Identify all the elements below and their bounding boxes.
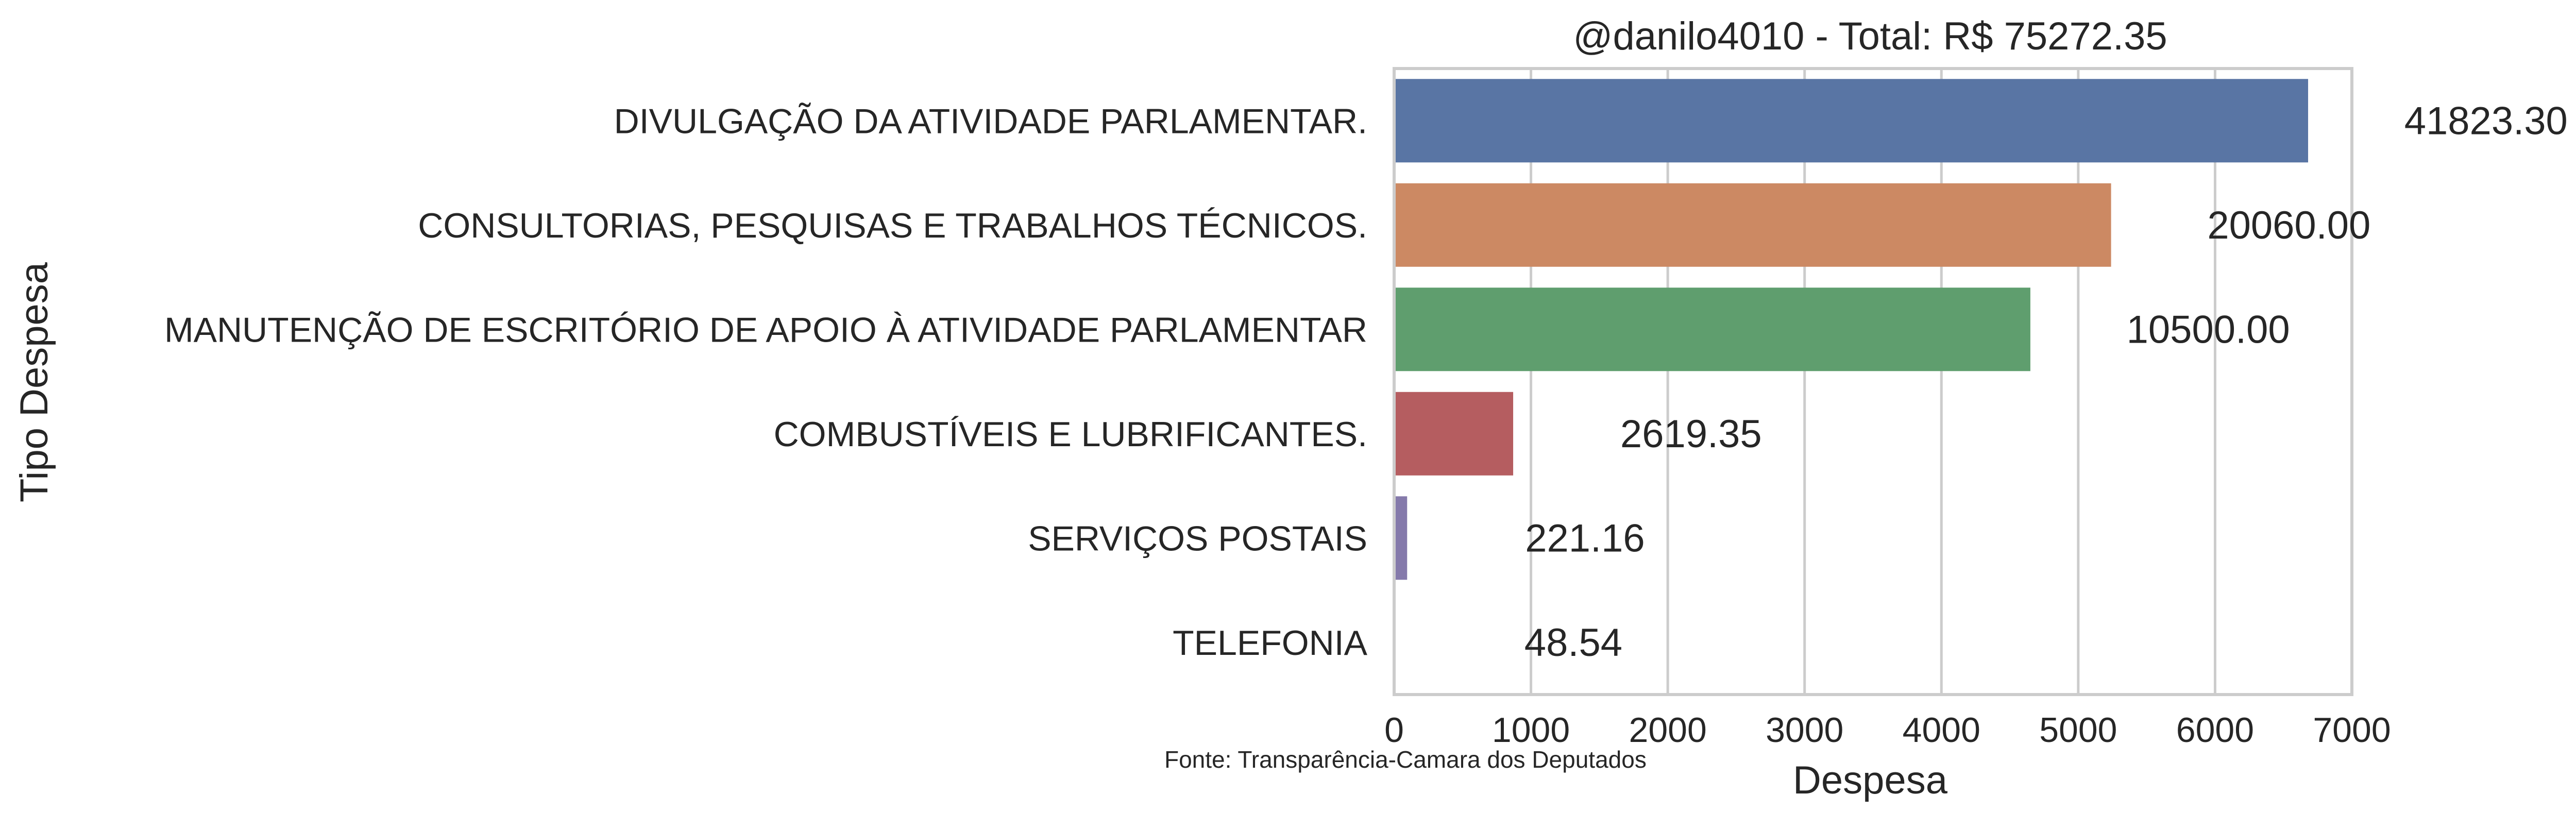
- x-tick-label: 5000: [2039, 711, 2117, 750]
- category-label: COMBUSTÍVEIS E LUBRIFICANTES.: [774, 415, 1367, 454]
- plot-frame: [1393, 67, 2353, 696]
- x-tick-label: 6000: [2176, 711, 2254, 750]
- bar: [1394, 79, 2309, 163]
- x-tick-label: 3000: [1766, 711, 1843, 750]
- bar: [1394, 183, 2111, 267]
- value-label: 48.54: [1524, 621, 1622, 665]
- category-label: DIVULGAÇÃO DA ATIVIDADE PARLAMENTAR.: [614, 102, 1367, 141]
- x-tick-label: 1000: [1492, 711, 1570, 750]
- category-labels: DIVULGAÇÃO DA ATIVIDADE PARLAMENTAR. CONS…: [164, 102, 1368, 663]
- value-label: 221.16: [1525, 516, 1645, 560]
- x-tick-label: 4000: [1903, 711, 1980, 750]
- bar: [1394, 392, 1514, 476]
- bar: [1394, 288, 2030, 371]
- x-tick-label: 2000: [1629, 711, 1707, 750]
- value-label: 2619.35: [1620, 412, 1762, 456]
- chart-title: @danilo4010 - Total: R$ 75272.35: [1573, 14, 2167, 58]
- x-axis-label: Despesa: [1793, 758, 1948, 802]
- x-tick-label: 0: [1384, 711, 1404, 750]
- y-axis-label: Tipo Despesa: [12, 262, 56, 502]
- bar: [1394, 496, 1408, 580]
- category-label: MANUTENÇÃO DE ESCRITÓRIO DE APOIO À ATIV…: [164, 310, 1367, 349]
- source-note: Fonte: Transparência-Camara dos Deputado…: [1164, 746, 1647, 773]
- value-label: 20060.00: [2207, 204, 2370, 247]
- category-label: TELEFONIA: [1173, 623, 1367, 663]
- bars: [1394, 79, 2309, 684]
- plot-border: [1393, 67, 2353, 696]
- value-label: 41823.30: [2404, 99, 2568, 143]
- x-tick-labels: 0 1000 2000 3000 4000 5000 6000 7000: [1384, 711, 2391, 750]
- x-tick-label: 7000: [2313, 711, 2391, 750]
- category-label: CONSULTORIAS, PESQUISAS E TRABALHOS TÉCN…: [418, 206, 1367, 245]
- value-labels: 41823.30 20060.00 10500.00 2619.35 221.16 48.…: [1524, 99, 2568, 665]
- category-label: SERVIÇOS POSTAIS: [1028, 519, 1367, 558]
- value-label: 10500.00: [2127, 308, 2290, 351]
